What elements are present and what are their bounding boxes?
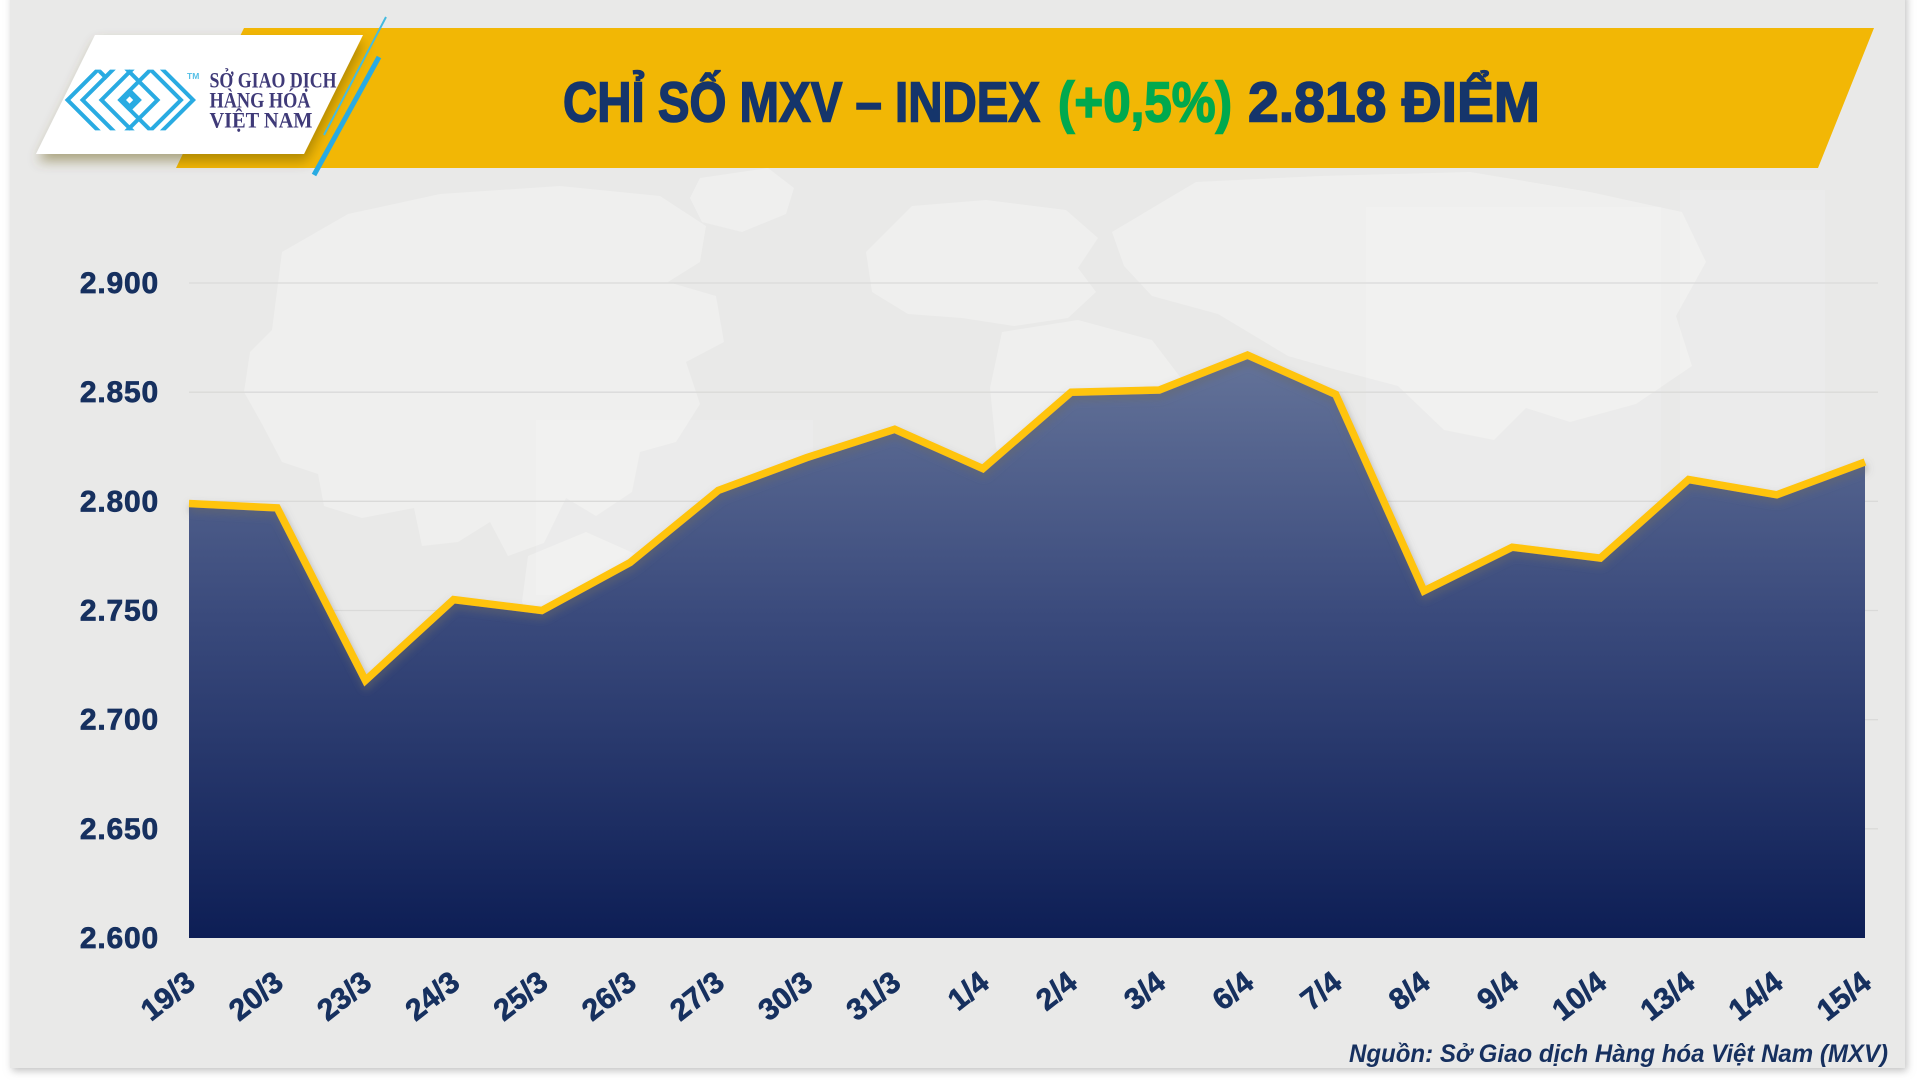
svg-text:2.850: 2.850 xyxy=(80,376,159,409)
svg-text:(+0,5%): (+0,5%) xyxy=(1058,71,1232,135)
svg-text:2.900: 2.900 xyxy=(80,267,159,300)
svg-text:2.700: 2.700 xyxy=(80,704,159,737)
svg-text:VIỆT NAM: VIỆT NAM xyxy=(210,108,313,133)
svg-text:SỞ GIAO DỊCH: SỞ GIAO DỊCH xyxy=(210,68,337,93)
svg-text:2.818 ĐIỂM: 2.818 ĐIỂM xyxy=(1248,70,1540,135)
svg-text:2.750: 2.750 xyxy=(80,595,159,628)
svg-text:2.650: 2.650 xyxy=(80,813,159,846)
svg-text:Nguồn: Sở Giao dịch Hàng hóa V: Nguồn: Sở Giao dịch Hàng hóa Việt Nam (M… xyxy=(1349,1040,1888,1068)
svg-text:2.800: 2.800 xyxy=(80,485,159,518)
svg-text:TM: TM xyxy=(187,71,199,81)
svg-text:HÀNG HÓA: HÀNG HÓA xyxy=(210,88,311,113)
svg-text:2.600: 2.600 xyxy=(80,922,159,955)
svg-text:CHỈ SỐ MXV – INDEX: CHỈ SỐ MXV – INDEX xyxy=(563,70,1040,135)
